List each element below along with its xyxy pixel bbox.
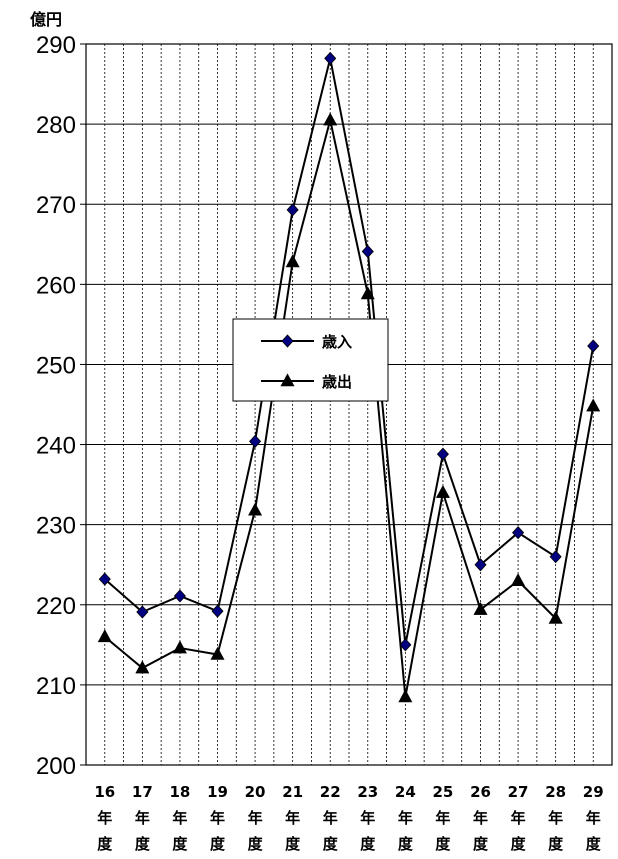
x-tick-suffix-do: 度 <box>323 835 339 853</box>
data-point-revenue <box>324 51 337 66</box>
x-tick-suffix-do: 度 <box>548 835 564 853</box>
legend-label-expenditure: 歳出 <box>322 373 352 391</box>
data-point-expenditure <box>360 286 375 300</box>
x-tick-suffix-nen: 年 <box>473 809 488 827</box>
x-tick-label: 26 <box>470 783 491 801</box>
data-point-expenditure <box>248 502 263 516</box>
series-line-revenue <box>104 58 595 646</box>
data-point-revenue <box>549 550 562 564</box>
x-tick-label: 20 <box>245 783 266 801</box>
x-tick-suffix-do: 度 <box>285 835 301 853</box>
x-tick-label: 29 <box>583 783 604 801</box>
x-tick-label: 24 <box>395 783 416 801</box>
x-tick-suffix-do: 度 <box>511 835 527 853</box>
data-point-revenue <box>286 203 299 217</box>
data-point-revenue <box>173 589 186 603</box>
x-tick-suffix-nen: 年 <box>435 809 450 827</box>
data-point-expenditure <box>473 601 488 615</box>
y-tick-label: 240 <box>36 433 76 460</box>
x-tick-suffix-nen: 年 <box>548 809 563 827</box>
y-tick-label: 200 <box>36 753 76 780</box>
y-tick-label: 290 <box>36 32 76 59</box>
x-tick-suffix-do: 度 <box>248 835 264 853</box>
x-tick-suffix-nen: 年 <box>285 809 300 827</box>
legend-label-revenue: 歳入 <box>322 333 352 351</box>
x-tick-label: 27 <box>508 783 529 801</box>
x-tick-suffix-nen: 年 <box>586 809 601 827</box>
x-tick-label: 19 <box>207 783 228 801</box>
legend-box <box>232 318 389 402</box>
data-point-expenditure <box>586 398 601 412</box>
y-tick-label: 230 <box>36 513 76 540</box>
x-axis-ticks: 16年度17年度18年度19年度20年度21年度22年度23年度24年度25年度… <box>94 783 603 853</box>
y-tick-label: 210 <box>36 673 76 700</box>
data-point-revenue <box>474 558 487 572</box>
data-point-revenue <box>249 434 262 448</box>
x-tick-suffix-nen: 年 <box>511 809 526 827</box>
x-tick-suffix-nen: 年 <box>248 809 263 827</box>
x-tick-label: 22 <box>320 783 341 801</box>
data-point-expenditure <box>323 112 338 126</box>
y-axis-ticks: 200 210 220 230 240 250 260 270 280 290 <box>36 32 86 780</box>
x-tick-suffix-do: 度 <box>398 835 414 853</box>
plot-frame <box>85 43 613 766</box>
x-tick-suffix-do: 度 <box>360 835 376 853</box>
legend-marker-expenditure <box>280 373 295 387</box>
data-point-revenue <box>361 244 374 259</box>
x-tick-suffix-do: 度 <box>210 835 226 853</box>
y-tick-label: 220 <box>36 593 76 620</box>
x-tick-suffix-do: 度 <box>135 835 151 853</box>
x-tick-label: 25 <box>432 783 453 801</box>
x-tick-suffix-nen: 年 <box>210 809 225 827</box>
series-layer <box>97 51 601 703</box>
x-tick-suffix-nen: 年 <box>135 809 150 827</box>
y-tick-label: 250 <box>36 352 76 379</box>
x-tick-suffix-nen: 年 <box>398 809 413 827</box>
x-tick-label: 21 <box>282 783 303 801</box>
data-point-expenditure <box>285 254 300 268</box>
x-tick-suffix-do: 度 <box>97 835 113 853</box>
data-point-revenue <box>436 447 449 461</box>
data-point-expenditure <box>435 484 450 498</box>
x-tick-suffix-nen: 年 <box>97 809 112 827</box>
data-point-revenue <box>512 526 525 540</box>
y-tick-label: 260 <box>36 272 76 299</box>
data-point-revenue <box>98 572 111 586</box>
legend-marker-revenue <box>281 334 294 348</box>
y-axis-unit-label: 億円 <box>30 10 62 29</box>
x-tick-suffix-nen: 年 <box>323 809 338 827</box>
grid <box>86 44 612 765</box>
data-point-expenditure <box>172 640 187 654</box>
data-point-expenditure <box>210 646 225 660</box>
x-tick-label: 17 <box>132 783 153 801</box>
data-point-expenditure <box>548 610 563 624</box>
y-tick-label: 280 <box>36 112 76 139</box>
x-tick-suffix-do: 度 <box>586 835 602 853</box>
x-tick-label: 18 <box>169 783 190 801</box>
x-tick-label: 16 <box>94 783 115 801</box>
x-tick-suffix-do: 度 <box>435 835 451 853</box>
x-tick-suffix-do: 度 <box>473 835 489 853</box>
x-tick-label: 28 <box>545 783 566 801</box>
data-point-revenue <box>587 339 600 353</box>
x-tick-suffix-do: 度 <box>172 835 188 853</box>
x-tick-label: 23 <box>357 783 378 801</box>
data-point-revenue <box>399 638 412 652</box>
data-point-expenditure <box>511 573 526 587</box>
data-point-expenditure <box>97 629 112 643</box>
data-point-expenditure <box>398 689 413 703</box>
y-tick-label: 270 <box>36 192 76 219</box>
data-point-revenue <box>211 604 224 618</box>
x-tick-suffix-nen: 年 <box>172 809 187 827</box>
data-point-revenue <box>136 605 149 619</box>
x-tick-suffix-nen: 年 <box>360 809 375 827</box>
data-point-expenditure <box>135 660 150 674</box>
